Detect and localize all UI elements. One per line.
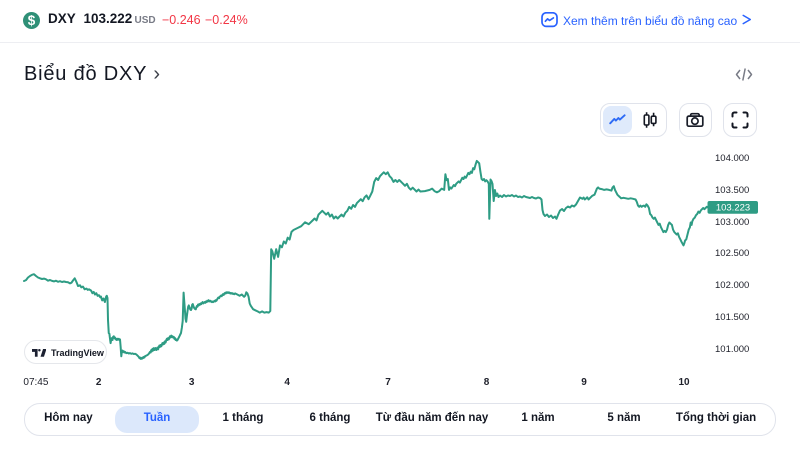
svg-text:103.223: 103.223 [716,203,750,214]
